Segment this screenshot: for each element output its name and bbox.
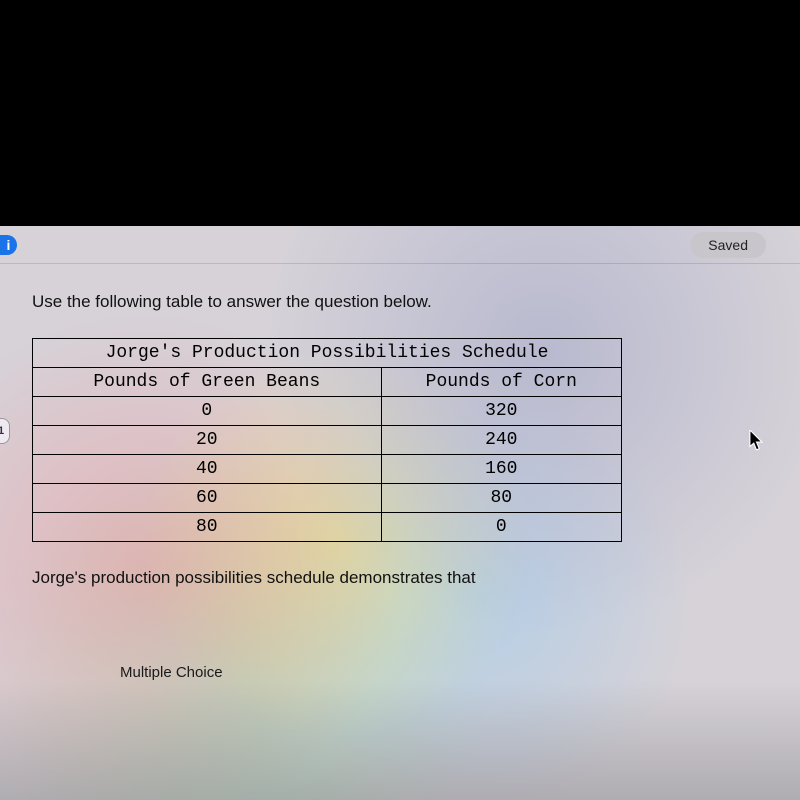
- cell: 80: [381, 484, 621, 513]
- top-bar: i Saved: [0, 226, 800, 264]
- cell: 60: [33, 484, 382, 513]
- saved-badge: Saved: [690, 232, 766, 258]
- pps-table: Jorge's Production Possibilities Schedul…: [32, 338, 622, 542]
- table-row: 80 0: [33, 513, 622, 542]
- question-instruction: Use the following table to answer the qu…: [32, 292, 748, 312]
- cell: 80: [33, 513, 382, 542]
- cell: 40: [33, 455, 382, 484]
- cursor-icon: [749, 430, 764, 452]
- table-row: 0 320: [33, 397, 622, 426]
- col-header-green-beans: Pounds of Green Beans: [33, 368, 382, 397]
- question-prompt: Jorge's production possibilities schedul…: [32, 568, 748, 588]
- content-area: i Saved 1 Use the following table to ans…: [0, 226, 800, 800]
- table-row: 40 160: [33, 455, 622, 484]
- cell: 160: [381, 455, 621, 484]
- cell: 320: [381, 397, 621, 426]
- col-header-corn: Pounds of Corn: [381, 368, 621, 397]
- question-nav-tab[interactable]: 1: [0, 418, 10, 444]
- cell: 0: [33, 397, 382, 426]
- info-icon[interactable]: i: [0, 235, 17, 255]
- table-row: 60 80: [33, 484, 622, 513]
- cell: 0: [381, 513, 621, 542]
- cell: 240: [381, 426, 621, 455]
- screenshot-root: i Saved 1 Use the following table to ans…: [0, 0, 800, 800]
- multiple-choice-label: Multiple Choice: [120, 664, 223, 681]
- table-row: 20 240: [33, 426, 622, 455]
- vignette-overlay: [0, 680, 800, 800]
- cell: 20: [33, 426, 382, 455]
- table-title: Jorge's Production Possibilities Schedul…: [33, 339, 622, 368]
- question-body: Use the following table to answer the qu…: [32, 292, 748, 588]
